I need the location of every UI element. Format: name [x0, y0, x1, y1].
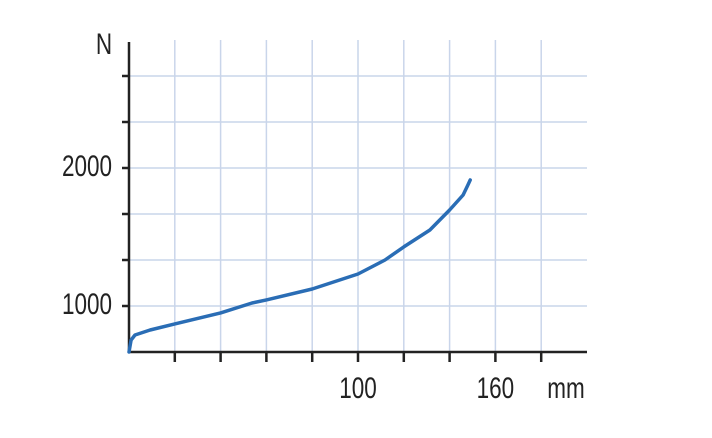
line	[127, 178, 472, 354]
y-tick-label: 1000	[62, 287, 112, 321]
x-tick-label: 100	[339, 371, 377, 405]
y-axis-label: N	[96, 27, 112, 61]
x-tick-label: 160	[477, 371, 515, 405]
x-axis-label: mm	[547, 371, 584, 405]
y-tick-label: 2000	[62, 149, 112, 183]
